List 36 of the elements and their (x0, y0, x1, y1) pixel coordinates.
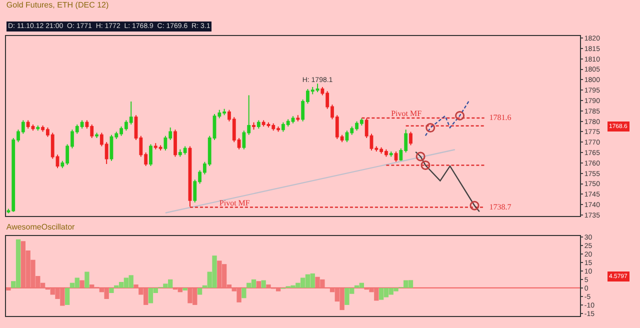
bar (134, 284, 138, 288)
bar (80, 280, 84, 288)
chart-title: Gold Futures, ETH (DEC 12) (6, 0, 109, 10)
candlestick (252, 122, 256, 130)
candlestick (36, 124, 40, 132)
line-series (415, 151, 480, 212)
candlestick (394, 150, 398, 162)
point (420, 160, 430, 170)
candlestick (409, 131, 412, 146)
bar (6, 288, 11, 290)
bar (84, 272, 90, 288)
bar (261, 280, 266, 288)
bar (266, 284, 271, 288)
bar (109, 288, 114, 294)
line-series (424, 99, 470, 136)
point (416, 152, 426, 162)
data-label: 1781.6 (489, 112, 512, 122)
data-label: 1738.7 (489, 202, 512, 212)
point (426, 123, 436, 133)
candlestick (389, 150, 393, 158)
bar (182, 288, 188, 290)
candlestick (256, 120, 260, 130)
candlestick (296, 114, 300, 122)
chart-title: AwesomeOscillator (6, 222, 76, 232)
candlestick (174, 129, 177, 158)
point (455, 110, 465, 120)
bar (197, 288, 202, 295)
bar (242, 288, 246, 298)
series-label: Pivot MF (219, 198, 250, 208)
series-label: Pivot MF (391, 108, 422, 118)
bar (64, 288, 70, 305)
candlestick (149, 144, 152, 167)
point (470, 200, 480, 210)
candlestick (95, 132, 98, 138)
bar (256, 281, 261, 288)
candlestick (188, 146, 192, 208)
